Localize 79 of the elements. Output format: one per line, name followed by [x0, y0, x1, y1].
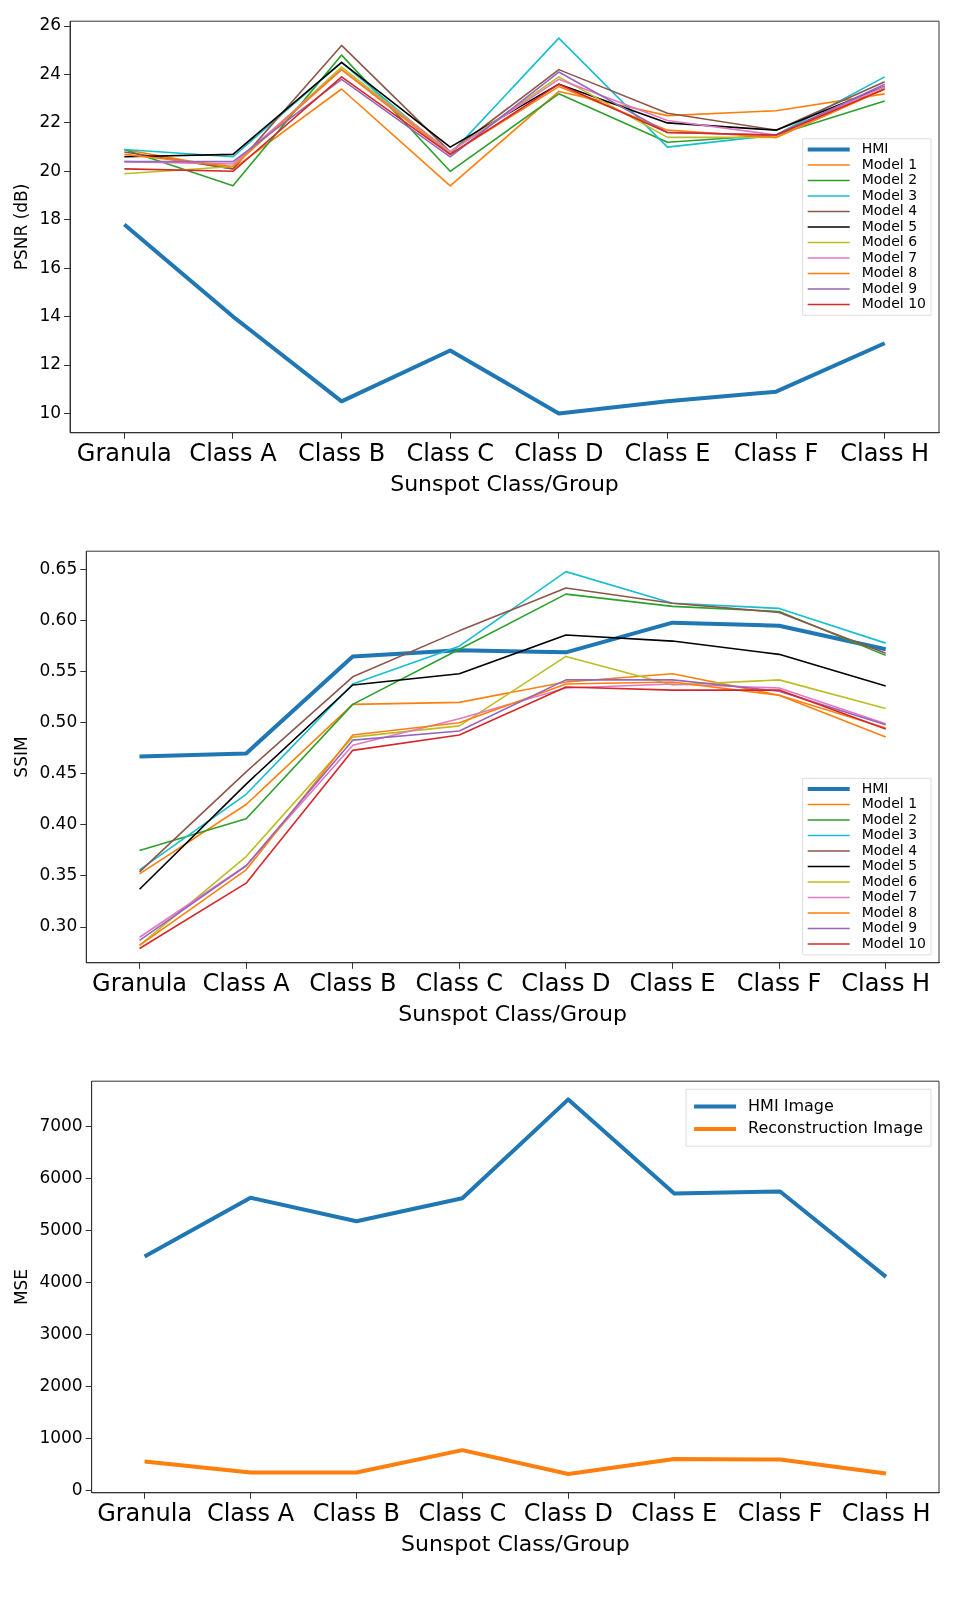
x-tick-label: Class A	[202, 969, 291, 998]
x-tick-label: Granula	[97, 1499, 193, 1528]
legend-label: HMI Image	[748, 1095, 834, 1115]
legend-label: Model 6	[861, 233, 918, 250]
x-tick-label: Granula	[76, 439, 172, 468]
x-axis-title: Sunspot Class/Group	[401, 1530, 630, 1556]
y-tick-label: 0.35	[39, 864, 78, 885]
x-tick-label: Class D	[523, 1499, 613, 1528]
legend-label: Model 5	[861, 217, 918, 234]
legend-label: Model 5	[861, 857, 918, 874]
legend-label: Model 1	[861, 795, 918, 812]
y-tick-label: 14	[39, 305, 62, 326]
x-tick-label: Class H	[840, 439, 930, 468]
y-axis-title: PSNR (dB)	[10, 183, 31, 271]
legend-label: Model 2	[861, 171, 918, 188]
x-tick-label: Class D	[521, 969, 611, 998]
legend-label: Model 6	[861, 872, 918, 889]
legend-label: Model 10	[861, 295, 927, 312]
legend-label: Model 9	[861, 279, 918, 296]
x-tick-label: Class E	[624, 439, 711, 468]
y-axis-title: SSIM	[10, 736, 31, 778]
y-tick-label: 0.50	[39, 711, 78, 732]
y-tick-label: 0.60	[39, 609, 78, 630]
y-tick-label: 0	[71, 1479, 83, 1500]
y-tick-label: 16	[39, 256, 62, 277]
legend-label: Model 10	[861, 934, 927, 951]
legend-label: Model 3	[861, 186, 918, 203]
x-tick-label: Class E	[631, 1499, 718, 1528]
x-tick-label: Class H	[841, 1499, 931, 1528]
x-tick-label: Class B	[309, 969, 397, 998]
y-tick-label: 3000	[39, 1323, 83, 1344]
y-tick-label: 10	[39, 401, 62, 422]
y-tick-label: 0.45	[39, 762, 78, 783]
y-tick-label: 0.40	[39, 813, 78, 834]
x-tick-label: Class C	[406, 439, 494, 468]
y-tick-label: 7000	[39, 1114, 83, 1135]
legend-label: HMI	[861, 779, 889, 796]
x-tick-label: Class F	[733, 439, 819, 468]
y-tick-label: 24	[39, 62, 62, 83]
x-tick-label: Class B	[297, 439, 386, 468]
y-tick-label: 6000	[39, 1166, 83, 1187]
x-tick-label: Class C	[418, 1499, 507, 1528]
legend-label: Model 4	[861, 202, 918, 219]
legend-label: Model 3	[861, 826, 918, 843]
legend-label: HMI	[861, 140, 889, 157]
y-tick-label: 18	[39, 208, 62, 229]
x-tick-label: Granula	[92, 969, 188, 998]
y-tick-label: 4000	[39, 1271, 83, 1291]
x-tick-label: Class H	[841, 969, 931, 998]
legend-label: Model 7	[861, 888, 918, 905]
x-tick-label: Class C	[415, 969, 504, 998]
legend-label: Model 8	[861, 264, 918, 281]
x-axis-title: Sunspot Class/Group	[390, 470, 619, 496]
x-tick-label: Class A	[206, 1499, 295, 1528]
legend-label: Model 1	[861, 155, 918, 172]
y-tick-label: 0.30	[39, 915, 78, 936]
legend-label: Model 2	[861, 810, 918, 827]
y-tick-label: 20	[39, 159, 62, 180]
y-tick-label: 5000	[39, 1218, 83, 1239]
x-tick-label: Class E	[629, 969, 716, 998]
legend-label: Reconstruction Image	[748, 1118, 923, 1138]
x-axis-title: Sunspot Class/Group	[398, 1000, 627, 1026]
x-tick-label: Class A	[189, 439, 278, 468]
y-tick-label: 22	[39, 111, 62, 132]
y-tick-label: 26	[39, 14, 62, 35]
x-tick-label: Class B	[312, 1499, 401, 1528]
y-tick-label: 12	[39, 353, 62, 374]
y-tick-label: 0.55	[39, 660, 78, 681]
y-tick-label: 2000	[39, 1375, 83, 1396]
x-tick-label: Class F	[736, 969, 822, 998]
legend-label: Model 9	[861, 919, 918, 936]
legend-label: Model 7	[861, 248, 918, 265]
y-axis-title: MSE	[10, 1268, 31, 1306]
y-tick-label: 1000	[39, 1427, 83, 1448]
x-tick-label: Class F	[737, 1499, 823, 1528]
legend-label: Model 8	[861, 903, 918, 920]
y-tick-label: 0.65	[39, 558, 78, 579]
x-tick-label: Class D	[514, 439, 604, 468]
legend-label: Model 4	[861, 841, 918, 858]
